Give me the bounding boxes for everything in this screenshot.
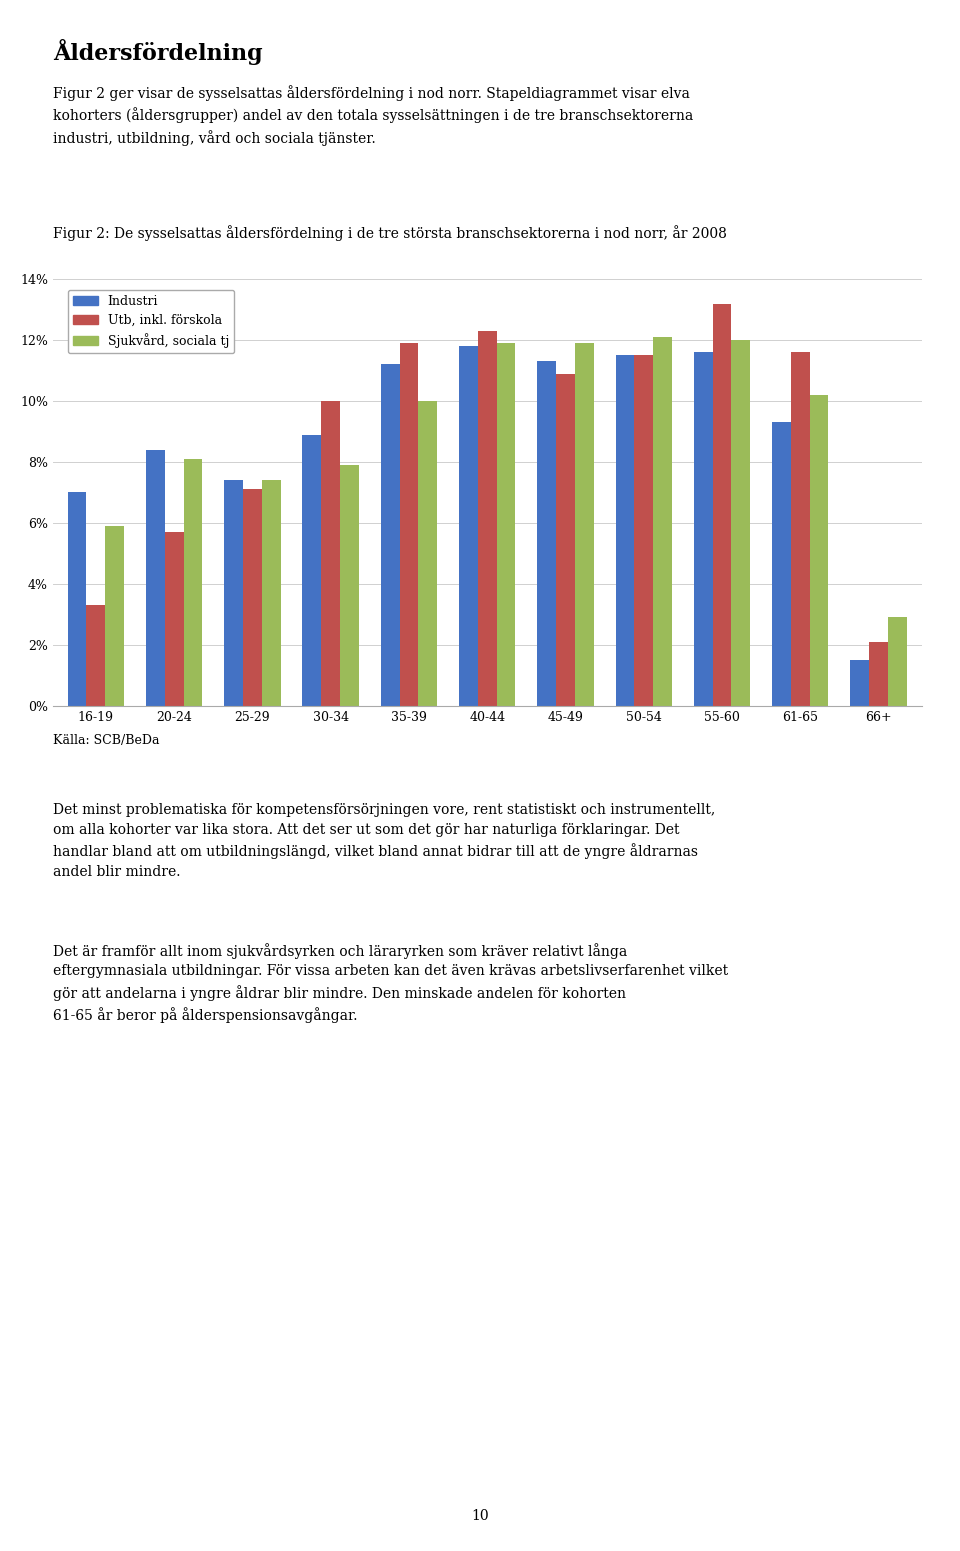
Bar [243,490,262,706]
Bar [183,459,203,706]
Bar [809,396,828,706]
Bar [419,402,437,706]
Bar [575,343,593,706]
Legend: Industri, Utb, inkl. förskola, Sjukvård, sociala tj: Industri, Utb, inkl. förskola, Sjukvård,… [68,290,234,354]
Bar [694,352,712,706]
Text: 10: 10 [471,1509,489,1523]
Bar [146,450,165,706]
Bar [615,355,635,706]
Bar [496,343,516,706]
Bar [635,355,653,706]
Text: Figur 2: De sysselsattas åldersfördelning i de tre största branschsektorerna i n: Figur 2: De sysselsattas åldersfördelnin… [53,225,727,240]
Bar [302,434,322,706]
Bar [399,343,419,706]
Bar [791,352,809,706]
Bar [165,532,183,706]
Bar [712,304,732,706]
Text: Figur 2 ger visar de sysselsattas åldersfördelning i nod norr. Stapeldiagrammet : Figur 2 ger visar de sysselsattas ålders… [53,85,693,146]
Bar [772,422,791,706]
Bar [340,465,359,706]
Text: Det minst problematiska för kompetensförsörjningen vore, rent statistiskt och in: Det minst problematiska för kompetensför… [53,803,715,879]
Bar [478,330,496,706]
Bar [86,605,106,706]
Bar [262,481,280,706]
Bar [538,361,556,706]
Bar [653,337,672,706]
Text: Källa: SCB/BeDa: Källa: SCB/BeDa [53,734,159,746]
Bar [888,617,907,706]
Bar [225,481,243,706]
Bar [869,642,888,706]
Bar [732,340,750,706]
Bar [67,492,86,706]
Bar [556,374,575,706]
Text: Åldersfördelning: Åldersfördelning [53,39,262,65]
Bar [106,526,124,706]
Bar [459,346,478,706]
Bar [381,364,399,706]
Bar [851,661,869,706]
Text: Det är framför allt inom sjukvårdsyrken och läraryrken som kräver relativt långa: Det är framför allt inom sjukvårdsyrken … [53,943,728,1024]
Bar [322,402,340,706]
